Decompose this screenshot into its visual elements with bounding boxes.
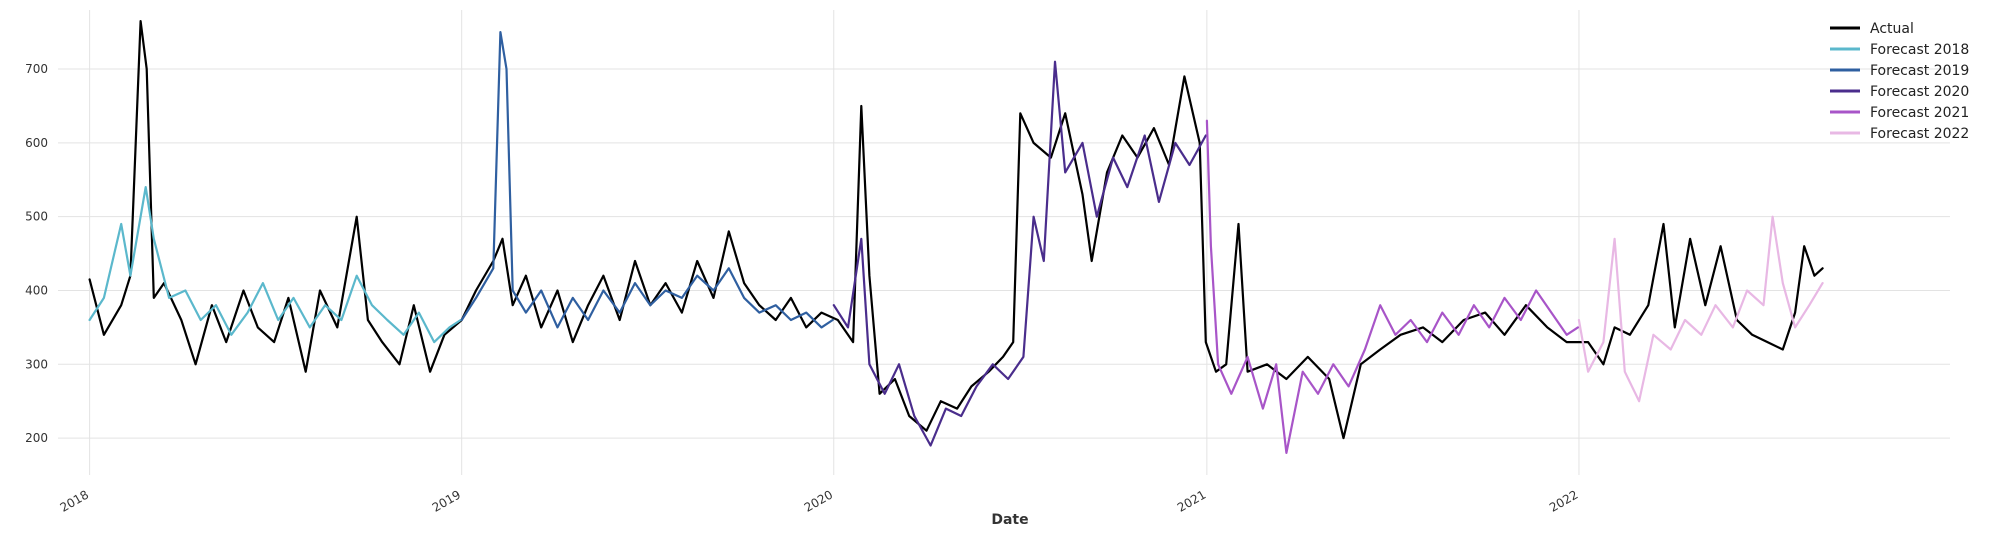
series-line-forecast-2020 bbox=[832, 60, 1207, 447]
legend-entry-label: Forecast 2018 bbox=[1870, 42, 1969, 58]
axis-layer: 200 300 400 500 600 700 2018 2019 2020 2021 2022 bbox=[25, 62, 1580, 515]
legend-entry-label: Forecast 2022 bbox=[1870, 126, 1969, 142]
y-tick-label: 500 bbox=[25, 210, 48, 224]
series-line-actual bbox=[88, 20, 1824, 440]
series-line-forecast-2019 bbox=[460, 31, 834, 329]
legend-entry-label: Forecast 2019 bbox=[1870, 63, 1969, 79]
x-axis-title: Date bbox=[991, 512, 1028, 528]
x-tick-label: 2020 bbox=[802, 487, 835, 514]
legend-entry-label: Actual bbox=[1870, 21, 1914, 37]
series-line-forecast-2018 bbox=[88, 186, 462, 344]
y-tick-label: 700 bbox=[25, 62, 48, 76]
x-tick-label: 2022 bbox=[1547, 487, 1580, 514]
y-tick-label: 200 bbox=[25, 431, 48, 445]
series-line-forecast-2021 bbox=[1205, 119, 1579, 454]
legend-entry-label: Forecast 2021 bbox=[1870, 105, 1969, 121]
y-tick-label: 400 bbox=[25, 283, 48, 297]
legend-entry-label: Forecast 2020 bbox=[1870, 84, 1969, 100]
x-tick-label: 2021 bbox=[1175, 487, 1208, 514]
y-tick-label: 600 bbox=[25, 136, 48, 150]
x-tick-label: 2019 bbox=[430, 487, 463, 514]
series-line-forecast-2022 bbox=[1577, 215, 1824, 403]
y-tick-label: 300 bbox=[25, 357, 48, 371]
x-tick-label: 2018 bbox=[58, 487, 91, 514]
legend: Actual Forecast 2018 Forecast 2019 Forecast… bbox=[1830, 21, 1969, 142]
grid-layer bbox=[58, 10, 1950, 475]
series-layer bbox=[88, 20, 1824, 454]
